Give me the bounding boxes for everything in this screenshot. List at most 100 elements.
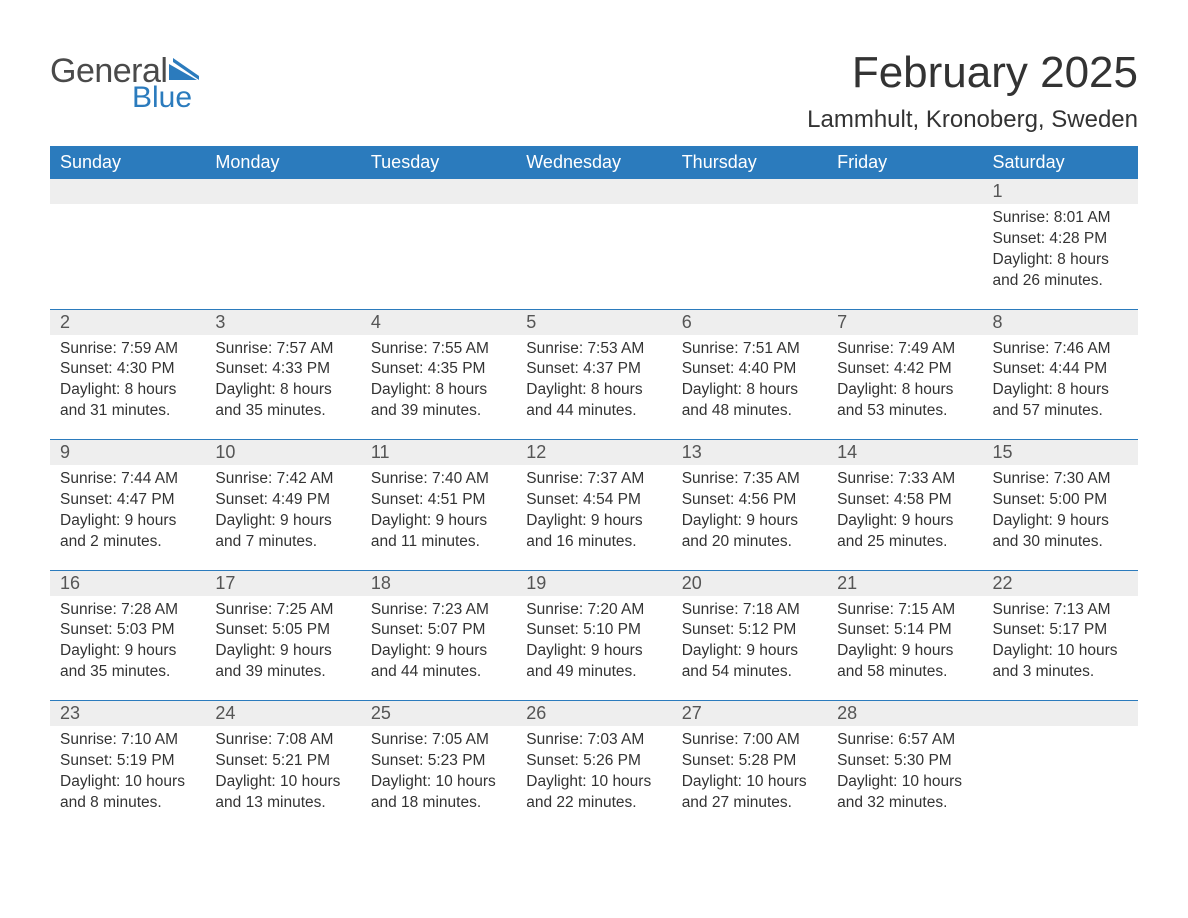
day-number-cell: 8	[983, 309, 1138, 335]
day-number-cell	[672, 179, 827, 204]
daylight-line: Daylight: 8 hours and 44 minutes.	[526, 380, 661, 422]
day-number-cell	[50, 179, 205, 204]
day-data-cell	[361, 204, 516, 309]
day-number-cell: 1	[983, 179, 1138, 204]
day-number-cell: 21	[827, 570, 982, 596]
weekday-header: Thursday	[672, 146, 827, 179]
header: General Blue February 2025 Lammhult, Kro…	[50, 30, 1138, 134]
daylight-line: Daylight: 9 hours and 2 minutes.	[60, 511, 195, 553]
sunset-line: Sunset: 5:10 PM	[526, 620, 661, 641]
daylight-line: Daylight: 8 hours and 35 minutes.	[215, 380, 350, 422]
daylight-line: Daylight: 9 hours and 30 minutes.	[993, 511, 1128, 553]
day-number-cell: 17	[205, 570, 360, 596]
daylight-line: Daylight: 8 hours and 31 minutes.	[60, 380, 195, 422]
sunrise-line: Sunrise: 7:59 AM	[60, 339, 195, 360]
sunset-line: Sunset: 4:40 PM	[682, 359, 817, 380]
sunrise-line: Sunrise: 7:18 AM	[682, 600, 817, 621]
calendar-header: SundayMondayTuesdayWednesdayThursdayFrid…	[50, 146, 1138, 179]
sunset-line: Sunset: 4:49 PM	[215, 490, 350, 511]
day-data-cell	[983, 726, 1138, 831]
weekday-header: Sunday	[50, 146, 205, 179]
day-number-cell: 16	[50, 570, 205, 596]
daylight-line: Daylight: 9 hours and 54 minutes.	[682, 641, 817, 683]
daylight-line: Daylight: 9 hours and 25 minutes.	[837, 511, 972, 553]
sunrise-line: Sunrise: 7:05 AM	[371, 730, 506, 751]
daylight-line: Daylight: 8 hours and 57 minutes.	[993, 380, 1128, 422]
day-data-cell: Sunrise: 7:03 AMSunset: 5:26 PMDaylight:…	[516, 726, 671, 831]
daylight-line: Daylight: 9 hours and 44 minutes.	[371, 641, 506, 683]
day-number-cell: 26	[516, 701, 671, 727]
daylight-line: Daylight: 9 hours and 39 minutes.	[215, 641, 350, 683]
day-number-cell: 11	[361, 440, 516, 466]
sunrise-line: Sunrise: 7:37 AM	[526, 469, 661, 490]
daylight-line: Daylight: 8 hours and 48 minutes.	[682, 380, 817, 422]
day-data-cell: Sunrise: 7:18 AMSunset: 5:12 PMDaylight:…	[672, 596, 827, 701]
day-number-cell: 25	[361, 701, 516, 727]
sunrise-line: Sunrise: 7:15 AM	[837, 600, 972, 621]
sunrise-line: Sunrise: 7:25 AM	[215, 600, 350, 621]
day-data-cell: Sunrise: 7:49 AMSunset: 4:42 PMDaylight:…	[827, 335, 982, 440]
day-number-cell: 3	[205, 309, 360, 335]
day-data-cell: Sunrise: 7:23 AMSunset: 5:07 PMDaylight:…	[361, 596, 516, 701]
day-number-cell: 14	[827, 440, 982, 466]
day-number-cell: 2	[50, 309, 205, 335]
day-data-cell: Sunrise: 7:33 AMSunset: 4:58 PMDaylight:…	[827, 465, 982, 570]
sunset-line: Sunset: 4:35 PM	[371, 359, 506, 380]
day-number-cell	[827, 179, 982, 204]
daylight-line: Daylight: 9 hours and 35 minutes.	[60, 641, 195, 683]
weekday-header: Wednesday	[516, 146, 671, 179]
weekday-header: Monday	[205, 146, 360, 179]
day-data-cell: Sunrise: 7:55 AMSunset: 4:35 PMDaylight:…	[361, 335, 516, 440]
day-number-cell: 19	[516, 570, 671, 596]
sunrise-line: Sunrise: 7:53 AM	[526, 339, 661, 360]
sunset-line: Sunset: 4:56 PM	[682, 490, 817, 511]
day-number-cell: 9	[50, 440, 205, 466]
daylight-line: Daylight: 9 hours and 11 minutes.	[371, 511, 506, 553]
sunset-line: Sunset: 5:21 PM	[215, 751, 350, 772]
sunset-line: Sunset: 4:33 PM	[215, 359, 350, 380]
day-data-cell: Sunrise: 7:05 AMSunset: 5:23 PMDaylight:…	[361, 726, 516, 831]
sunrise-line: Sunrise: 7:23 AM	[371, 600, 506, 621]
day-number-cell: 10	[205, 440, 360, 466]
sunrise-line: Sunrise: 6:57 AM	[837, 730, 972, 751]
day-number-cell: 24	[205, 701, 360, 727]
daylight-line: Daylight: 9 hours and 49 minutes.	[526, 641, 661, 683]
day-data-cell: Sunrise: 7:37 AMSunset: 4:54 PMDaylight:…	[516, 465, 671, 570]
day-data-cell	[672, 204, 827, 309]
sunrise-line: Sunrise: 7:10 AM	[60, 730, 195, 751]
sunset-line: Sunset: 5:05 PM	[215, 620, 350, 641]
sunrise-line: Sunrise: 8:01 AM	[993, 208, 1128, 229]
daylight-line: Daylight: 9 hours and 16 minutes.	[526, 511, 661, 553]
sunset-line: Sunset: 4:54 PM	[526, 490, 661, 511]
daylight-line: Daylight: 10 hours and 8 minutes.	[60, 772, 195, 814]
sunset-line: Sunset: 4:58 PM	[837, 490, 972, 511]
day-data-cell: Sunrise: 7:08 AMSunset: 5:21 PMDaylight:…	[205, 726, 360, 831]
day-number-cell: 13	[672, 440, 827, 466]
day-data-cell: Sunrise: 6:57 AMSunset: 5:30 PMDaylight:…	[827, 726, 982, 831]
sunset-line: Sunset: 5:12 PM	[682, 620, 817, 641]
day-number-cell: 27	[672, 701, 827, 727]
sunrise-line: Sunrise: 7:42 AM	[215, 469, 350, 490]
sunset-line: Sunset: 5:26 PM	[526, 751, 661, 772]
sunrise-line: Sunrise: 7:40 AM	[371, 469, 506, 490]
day-data-cell: Sunrise: 7:30 AMSunset: 5:00 PMDaylight:…	[983, 465, 1138, 570]
sunrise-line: Sunrise: 7:57 AM	[215, 339, 350, 360]
daylight-line: Daylight: 10 hours and 3 minutes.	[993, 641, 1128, 683]
daylight-line: Daylight: 10 hours and 18 minutes.	[371, 772, 506, 814]
day-number-cell	[516, 179, 671, 204]
sunset-line: Sunset: 5:30 PM	[837, 751, 972, 772]
day-data-cell	[50, 204, 205, 309]
day-data-cell: Sunrise: 8:01 AMSunset: 4:28 PMDaylight:…	[983, 204, 1138, 309]
day-data-cell	[827, 204, 982, 309]
daylight-line: Daylight: 8 hours and 53 minutes.	[837, 380, 972, 422]
day-data-cell	[205, 204, 360, 309]
weekday-header: Tuesday	[361, 146, 516, 179]
sunset-line: Sunset: 4:44 PM	[993, 359, 1128, 380]
sunrise-line: Sunrise: 7:55 AM	[371, 339, 506, 360]
calendar-body: 1Sunrise: 8:01 AMSunset: 4:28 PMDaylight…	[50, 179, 1138, 831]
daylight-line: Daylight: 10 hours and 27 minutes.	[682, 772, 817, 814]
day-number-cell: 7	[827, 309, 982, 335]
day-number-cell: 4	[361, 309, 516, 335]
sunset-line: Sunset: 5:19 PM	[60, 751, 195, 772]
daylight-line: Daylight: 9 hours and 58 minutes.	[837, 641, 972, 683]
